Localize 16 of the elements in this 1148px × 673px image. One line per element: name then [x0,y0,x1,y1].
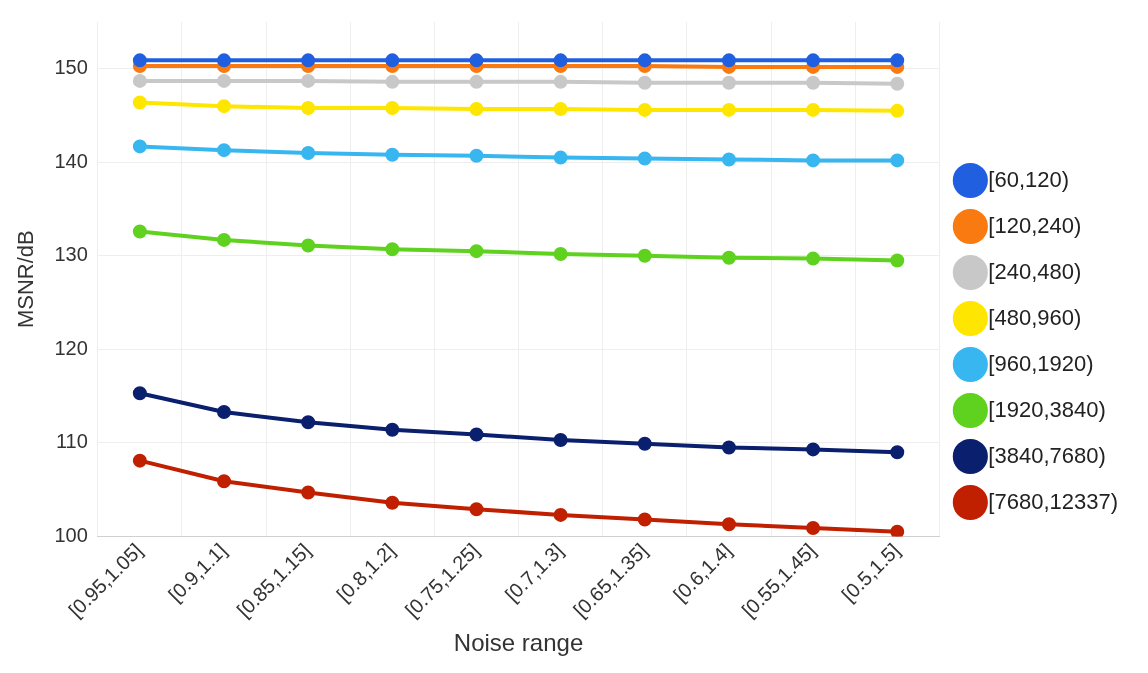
legend-label: [60,120) [988,166,1070,192]
y-tick-label: 110 [55,430,88,453]
legend-label: [3840,7680) [988,442,1106,468]
y-tick-label: 150 [54,56,88,79]
x-axis-title: Noise range [453,629,584,657]
legend-label: [480,960) [988,304,1082,330]
legend-label: [120,240) [988,212,1082,238]
y-tick-label: 120 [54,336,88,359]
y-tick-label: 100 [54,523,88,546]
legend-label: [7680,12337) [988,488,1118,514]
legend-label: [960,1920) [988,350,1094,376]
y-tick-label: 130 [54,243,88,266]
legend-label: [240,480) [988,258,1082,284]
y-axis-title: MSNR/dB [13,230,39,329]
legend-label: [1920,3840) [988,396,1106,422]
y-tick-label: 140 [54,149,88,172]
